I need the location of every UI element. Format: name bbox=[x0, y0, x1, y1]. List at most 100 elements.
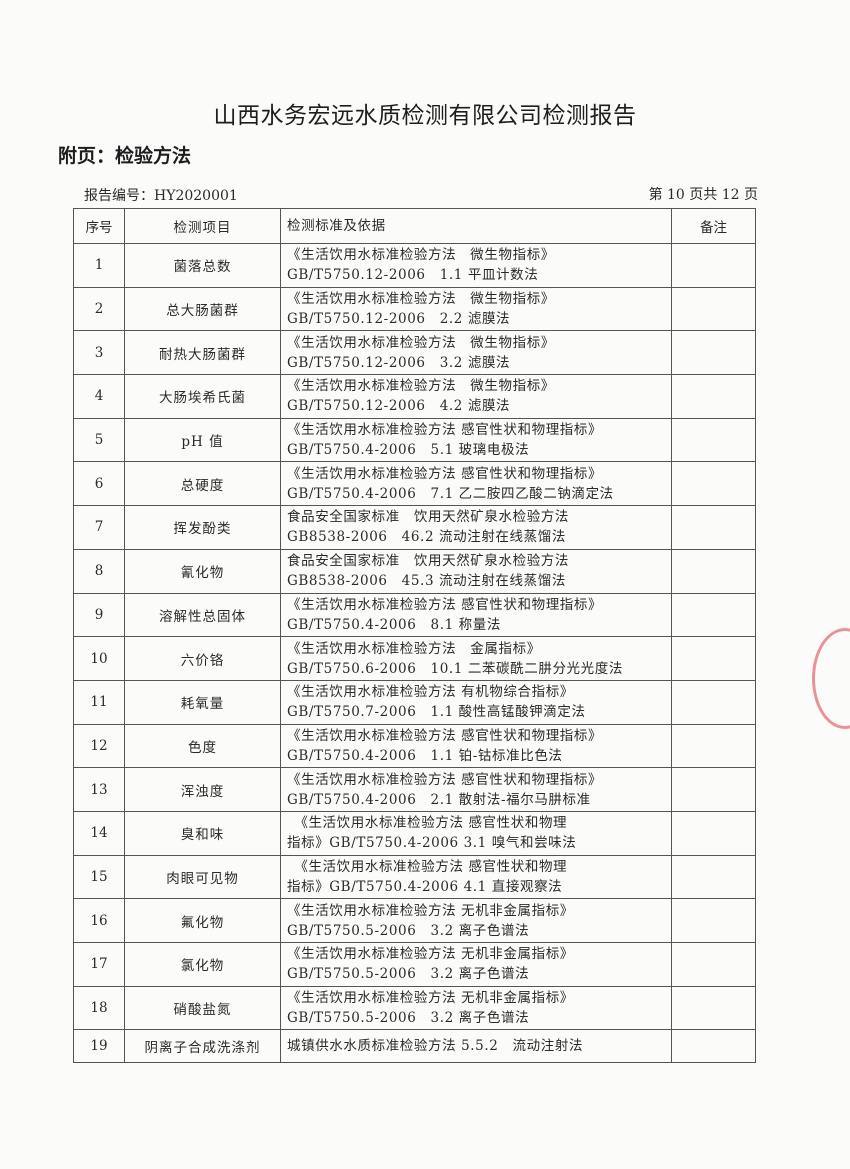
report-number: 报告编号：HY2020001 bbox=[84, 188, 238, 204]
test-standard: 《生活饮用水标准检验方法 感官性状和物理 指标》GB/T5750.4-2006 4… bbox=[280, 854, 672, 900]
table-row: 5 pH 值《生活饮用水标准检验方法 感官性状和物理指标》 GB/T5750.4-2… bbox=[73, 417, 756, 463]
test-standard: 《生活饮用水标准检验方法 无机非金属指标》 GB/T5750.5-2006 3.2… bbox=[280, 898, 672, 943]
standard-line-1: 《生活饮用水标准检验方法 感官性状和物理指标》 bbox=[287, 422, 603, 439]
standard-line-1: 《生活饮用水标准检验方法 无机非金属指标》 bbox=[287, 990, 574, 1007]
row-number: 8 bbox=[73, 548, 125, 594]
standard-line-1: 《生活饮用水标准检验方法 有机物综合指标》 bbox=[287, 684, 574, 701]
test-standard: 《生活饮用水标准检验方法 感官性状和物理 指标》GB/T5750.4-2006 3… bbox=[280, 810, 672, 856]
row-number: 2 bbox=[73, 286, 125, 332]
standard-line-1: 《生活饮用水标准检验方法 微生物指标》 bbox=[287, 378, 555, 395]
standard-line-1: 《生活饮用水标准检验方法 感官性状和物理指标》 bbox=[287, 727, 603, 744]
note bbox=[671, 374, 756, 419]
test-item: 大肠埃希氏菌 bbox=[124, 374, 281, 419]
test-item: 氰化物 bbox=[124, 548, 281, 594]
row-number: 19 bbox=[73, 1029, 125, 1064]
standard-line-2: GB/T5750.5-2006 3.2 离子色谱法 bbox=[287, 922, 530, 939]
note bbox=[671, 767, 756, 812]
table-row: 12 色度 《生活饮用水标准检验方法 感官性状和物理指标》 GB/T5750.4-20… bbox=[73, 723, 756, 769]
standard-line-2: GB8538-2006 45.3 流动注射在线蒸馏法 bbox=[287, 573, 566, 590]
row-number: 17 bbox=[73, 942, 125, 987]
standard-line-2: GB/T5750.4-2006 2.1 散射法-福尔马肼标准 bbox=[287, 791, 591, 808]
note bbox=[671, 898, 756, 943]
table-row: 7 挥发酚类 食品安全国家标准 饮用天然矿泉水检验方法 GB8538-2006 46.… bbox=[73, 505, 756, 550]
table-row: 9 溶解性总固体 《生活饮用水标准检验方法 感官性状和物理指标》 GB/T5750.4… bbox=[73, 592, 756, 638]
standard-line-2: GB/T5750.5-2006 3.2 离子色谱法 bbox=[287, 1010, 530, 1027]
standard-line-1: 城镇供水水质标准检验方法 5.5.2 流动注射法 bbox=[287, 1038, 584, 1055]
table-row: 17 氯化物 《生活饮用水标准检验方法 无机非金属指标》 GB/T5750.5-200… bbox=[73, 942, 756, 987]
test-standard: 《生活饮用水标准检验方法 微生物指标》 GB/T5750.12-2006 4.2 … bbox=[280, 374, 672, 419]
standard-line-2: GB/T5750.4-2006 8.1 称量法 bbox=[287, 616, 501, 633]
test-standard: 《生活饮用水标准检验方法 感官性状和物理指标》 GB/T5750.4-2006 8… bbox=[280, 592, 672, 638]
standard-line-2: GB/T5750.12-2006 2.2 滤膜法 bbox=[287, 311, 511, 328]
test-standard: 《生活饮用水标准检验方法 感官性状和物理指标》 GB/T5750.4-2006 5… bbox=[280, 417, 672, 463]
table-row: 19 阴离子合成洗涤剂 城镇供水水质标准检验方法 5.5.2 流动注射法 bbox=[73, 1029, 756, 1064]
note bbox=[671, 548, 756, 594]
standard-line-1: 《生活饮用水标准检验方法 感官性状和物理指标》 bbox=[287, 771, 603, 788]
note bbox=[671, 461, 756, 507]
standard-line-2: 指标》GB/T5750.4-2006 4.1 直接观察法 bbox=[287, 878, 563, 895]
table-row: 4 大肠埃希氏菌 《生活饮用水标准检验方法 微生物指标》 GB/T5750.12-20… bbox=[73, 374, 756, 419]
test-standard: 《生活饮用水标准检验方法 微生物指标》 GB/T5750.12-2006 3.2 … bbox=[280, 330, 672, 376]
standard-line-2: 指标》GB/T5750.4-2006 3.1 嗅气和尝味法 bbox=[287, 835, 577, 852]
row-number: 7 bbox=[73, 505, 125, 550]
test-standard: 《生活饮用水标准检验方法 感官性状和物理指标》 GB/T5750.4-2006 1… bbox=[280, 723, 672, 769]
table-row: 10 六价铬 《生活饮用水标准检验方法 金属指标》 GB/T5750.6-2006 1… bbox=[73, 636, 756, 681]
table-row: 18 硝酸盐氮 《生活饮用水标准检验方法 无机非金属指标》 GB/T5750.5-20… bbox=[73, 985, 756, 1031]
standard-line-1: 《生活饮用水标准检验方法 无机非金属指标》 bbox=[287, 902, 574, 919]
note bbox=[671, 679, 756, 725]
row-number: 5 bbox=[73, 417, 125, 463]
col-header-standard: 检测标准及依据 bbox=[280, 208, 672, 244]
table-row: 11 耗氧量 《生活饮用水标准检验方法 有机物综合指标》 GB/T5750.7-200… bbox=[73, 679, 756, 725]
table-row: 14 臭和味 《生活饮用水标准检验方法 感官性状和物理 指标》GB/T5750.4-… bbox=[73, 810, 756, 856]
row-number: 12 bbox=[73, 723, 125, 769]
standard-line-2: GB/T5750.12-2006 1.1 平皿计数法 bbox=[287, 267, 539, 284]
note bbox=[671, 723, 756, 769]
test-item: 挥发酚类 bbox=[124, 505, 281, 550]
table-row: 15 肉眼可见物 《生活饮用水标准检验方法 感官性状和物理 指标》GB/T5750.… bbox=[73, 854, 756, 900]
test-item: 总大肠菌群 bbox=[124, 286, 281, 332]
test-item: 浑浊度 bbox=[124, 767, 281, 812]
standard-line-2: GB/T5750.12-2006 4.2 滤膜法 bbox=[287, 398, 511, 415]
note bbox=[671, 942, 756, 987]
note bbox=[671, 505, 756, 550]
row-number: 18 bbox=[73, 985, 125, 1031]
test-standard: 《生活饮用水标准检验方法 微生物指标》 GB/T5750.12-2006 2.2 … bbox=[280, 286, 672, 332]
note bbox=[671, 286, 756, 332]
test-item: 色度 bbox=[124, 723, 281, 769]
test-item: 六价铬 bbox=[124, 636, 281, 681]
test-standard: 《生活饮用水标准检验方法 微生物指标》 GB/T5750.12-2006 1.1 … bbox=[280, 243, 672, 288]
test-item: 菌落总数 bbox=[124, 243, 281, 288]
test-item: 氟化物 bbox=[124, 898, 281, 943]
red-seal-stamp bbox=[812, 628, 850, 729]
test-standard: 食品安全国家标准 饮用天然矿泉水检验方法 GB8538-2006 46.2 流动注… bbox=[280, 505, 672, 550]
standard-line-2: GB/T5750.4-2006 7.1 乙二胺四乙酸二钠滴定法 bbox=[287, 485, 614, 502]
standard-line-1: 《生活饮用水标准检验方法 微生物指标》 bbox=[287, 291, 555, 308]
note bbox=[671, 330, 756, 376]
row-number: 6 bbox=[73, 461, 125, 507]
row-number: 11 bbox=[73, 679, 125, 725]
standard-line-2: GB/T5750.12-2006 3.2 滤膜法 bbox=[287, 354, 511, 371]
row-number: 1 bbox=[73, 243, 125, 288]
row-number: 15 bbox=[73, 854, 125, 900]
test-standard: 《生活饮用水标准检验方法 有机物综合指标》 GB/T5750.7-2006 1.1… bbox=[280, 679, 672, 725]
test-standard: 食品安全国家标准 饮用天然矿泉水检验方法 GB8538-2006 45.3 流动注… bbox=[280, 548, 672, 594]
standard-line-1: 食品安全国家标准 饮用天然矿泉水检验方法 bbox=[287, 553, 569, 570]
test-item: 阴离子合成洗涤剂 bbox=[124, 1029, 281, 1064]
standard-line-2: GB/T5750.5-2006 3.2 离子色谱法 bbox=[287, 966, 530, 983]
test-item: pH 值 bbox=[124, 417, 281, 463]
test-standard: 《生活饮用水标准检验方法 感官性状和物理指标》 GB/T5750.4-2006 2… bbox=[280, 767, 672, 812]
standard-line-2: GB/T5750.4-2006 5.1 玻璃电极法 bbox=[287, 442, 530, 459]
standard-line-1: 《生活饮用水标准检验方法 无机非金属指标》 bbox=[287, 946, 574, 963]
test-standard: 城镇供水水质标准检验方法 5.5.2 流动注射法 bbox=[280, 1029, 672, 1064]
row-number: 3 bbox=[73, 330, 125, 376]
test-item: 总硬度 bbox=[124, 461, 281, 507]
table-header-row: 序号 检测项目 检测标准及依据 备注 bbox=[73, 208, 756, 244]
table-row: 3 耐热大肠菌群 《生活饮用水标准检验方法 微生物指标》 GB/T5750.12-20… bbox=[73, 330, 756, 376]
test-item: 耐热大肠菌群 bbox=[124, 330, 281, 376]
standard-line-1: 《生活饮用水标准检验方法 微生物指标》 bbox=[287, 334, 555, 351]
row-number: 9 bbox=[73, 592, 125, 638]
table-row: 13 浑浊度 《生活饮用水标准检验方法 感官性状和物理指标》 GB/T5750.4-2… bbox=[73, 767, 756, 812]
note bbox=[671, 1029, 756, 1064]
row-number: 4 bbox=[73, 374, 125, 419]
table-row: 16 氟化物 《生活饮用水标准检验方法 无机非金属指标》 GB/T5750.5-200… bbox=[73, 898, 756, 943]
